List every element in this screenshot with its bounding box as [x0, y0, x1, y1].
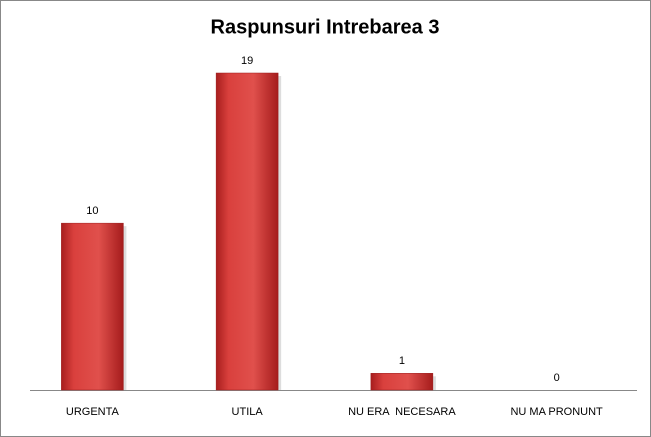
x-tick-label: NU MA PRONUNT	[510, 406, 603, 418]
bar	[61, 222, 124, 391]
value-label: 19	[241, 55, 253, 67]
value-label: 10	[86, 205, 98, 217]
x-tick-label: NU ERA NECESARA	[348, 406, 456, 418]
bar	[215, 72, 279, 391]
x-tick-label: UTILA	[232, 406, 264, 418]
x-tick-label: URGENTA	[66, 406, 120, 418]
bar	[370, 373, 434, 391]
value-label: 0	[554, 372, 560, 384]
chart-title: Raspunsuri Intrebarea 3	[211, 16, 440, 38]
value-label: 1	[399, 355, 405, 367]
